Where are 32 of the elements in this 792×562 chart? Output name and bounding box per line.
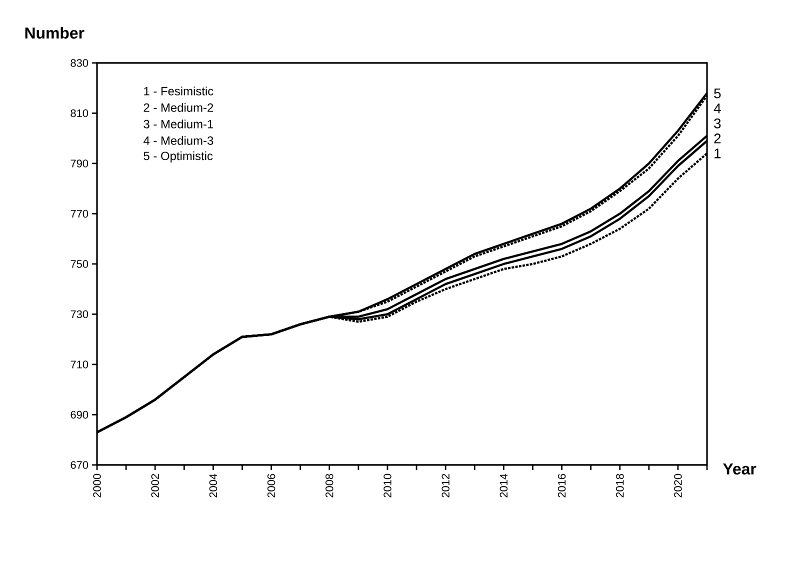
y-tick-label: 770: [70, 210, 88, 218]
series-label: 5: [714, 88, 721, 98]
series-label: 4: [714, 104, 721, 114]
x-tick-label: 2016: [558, 474, 566, 498]
y-tick-label: 810: [70, 109, 88, 118]
y-tick-label: 790: [70, 160, 88, 168]
x-tick-label: 2000: [93, 474, 101, 498]
y-tick-label: 830: [70, 59, 88, 67]
x-axis-title: Year: [722, 463, 756, 475]
y-tick-label: 750: [70, 260, 88, 268]
series-label: 1: [714, 148, 721, 158]
series-label: 3: [714, 118, 721, 128]
y-tick-label: 730: [70, 310, 88, 318]
annotation: 2 - Medium-2: [144, 103, 214, 112]
annotation: 4 - Medium-3: [144, 136, 214, 145]
annotation: 3 - Medium-1: [144, 120, 214, 128]
x-tick-label: 2020: [674, 474, 682, 498]
x-tick-label: 2010: [384, 474, 392, 498]
x-tick-label: 2006: [267, 474, 276, 498]
annotation: 1 - Fesimistic: [144, 86, 214, 96]
y-axis-title: Number: [25, 26, 84, 39]
series-label: 2: [714, 134, 721, 144]
x-tick-label: 2002: [151, 474, 159, 498]
y-tick-label: 670: [70, 461, 88, 469]
annotation: 5 - Optimistic: [144, 151, 213, 163]
x-tick-label: 2018: [616, 474, 624, 498]
x-tick-label: 2014: [500, 474, 508, 498]
y-tick-label: 710: [70, 360, 88, 368]
y-tick-label: 690: [70, 410, 88, 419]
x-tick-label: 2004: [209, 474, 218, 498]
x-tick-label: 2012: [442, 474, 450, 498]
x-tick-label: 2008: [326, 474, 334, 498]
